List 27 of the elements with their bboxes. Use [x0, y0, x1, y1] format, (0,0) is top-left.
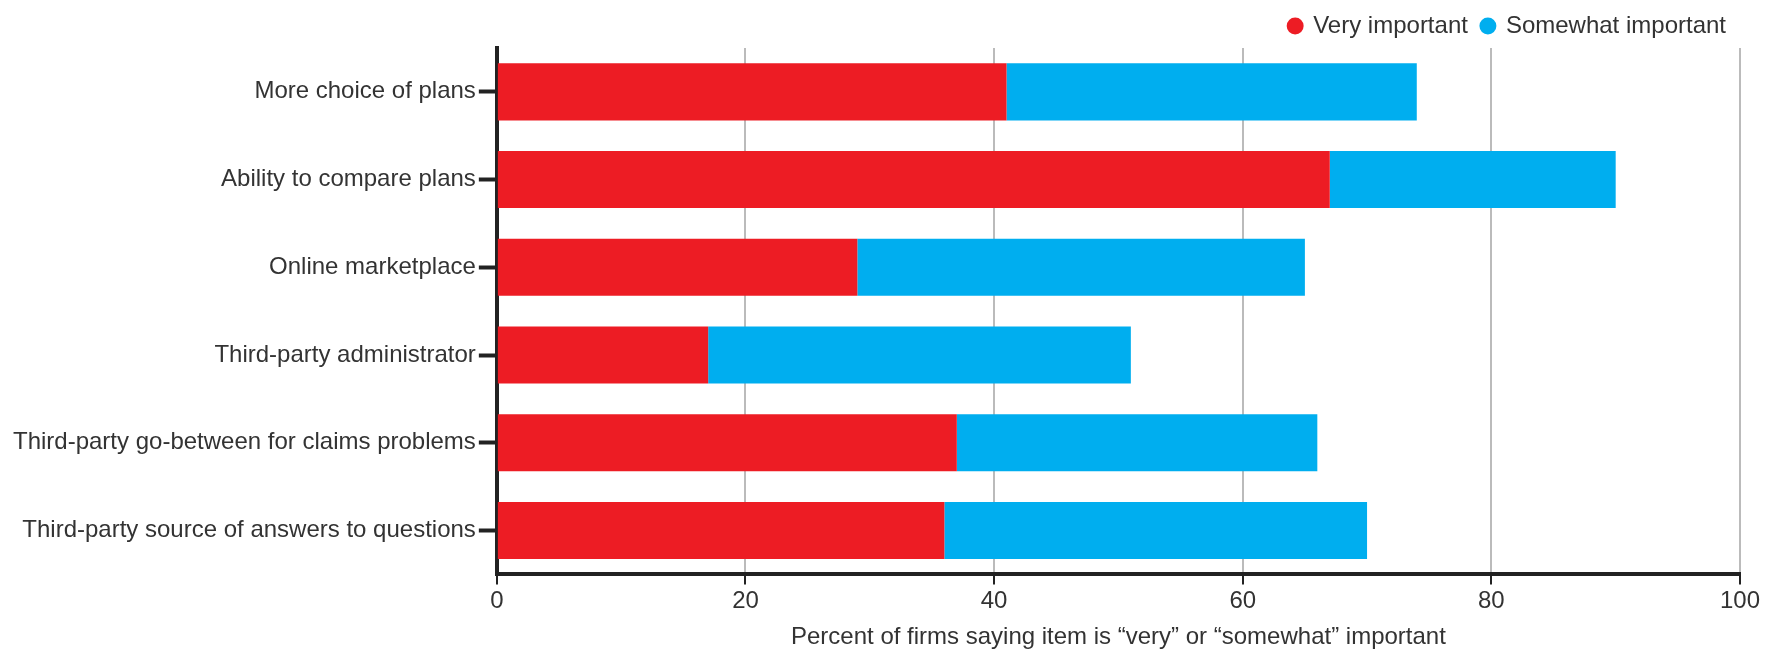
bar	[944, 502, 1368, 560]
bar	[708, 326, 1131, 384]
y-tick-label: Ability to compare plans	[221, 164, 476, 192]
y-tick-label: Third-party go-between for claims problems	[13, 427, 476, 455]
x-tick-label: 0	[490, 586, 504, 614]
x-tick-label: 80	[1478, 586, 1505, 614]
bar	[497, 326, 709, 384]
y-tick-label: Third-party administrator	[214, 339, 476, 367]
bar	[1329, 151, 1616, 209]
bar	[956, 414, 1318, 472]
x-tick-label: 40	[980, 586, 1008, 614]
x-tick-label: 60	[1229, 586, 1257, 614]
bar	[1006, 63, 1417, 121]
bar	[497, 502, 945, 560]
legend-label: Very important	[1313, 10, 1469, 38]
y-tick-label: Third-party source of answers to questions	[22, 515, 476, 543]
y-tick-label: More choice of plans	[254, 76, 476, 104]
x-tick-label: 100	[1719, 586, 1761, 614]
x-axis-title: Percent of firms saying item is “very” or “somewhat” important	[791, 622, 1447, 650]
y-tick-label: Online marketplace	[269, 251, 476, 279]
bar	[497, 63, 1007, 121]
bar	[497, 151, 1330, 209]
bar	[497, 238, 858, 296]
bar	[857, 238, 1305, 296]
legend-label: Somewhat important	[1505, 10, 1727, 38]
bar	[497, 414, 957, 472]
x-tick-label: 20	[732, 586, 759, 614]
